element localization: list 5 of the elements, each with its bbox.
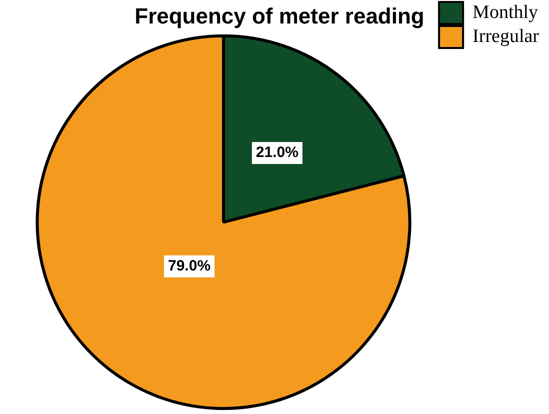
- legend-label: Monthly: [472, 2, 538, 23]
- chart-title: Frequency of meter reading: [134, 3, 424, 28]
- data-label: 21.0%: [256, 144, 298, 162]
- legend-label: Irregular: [472, 26, 540, 47]
- data-label: 79.0%: [168, 258, 211, 274]
